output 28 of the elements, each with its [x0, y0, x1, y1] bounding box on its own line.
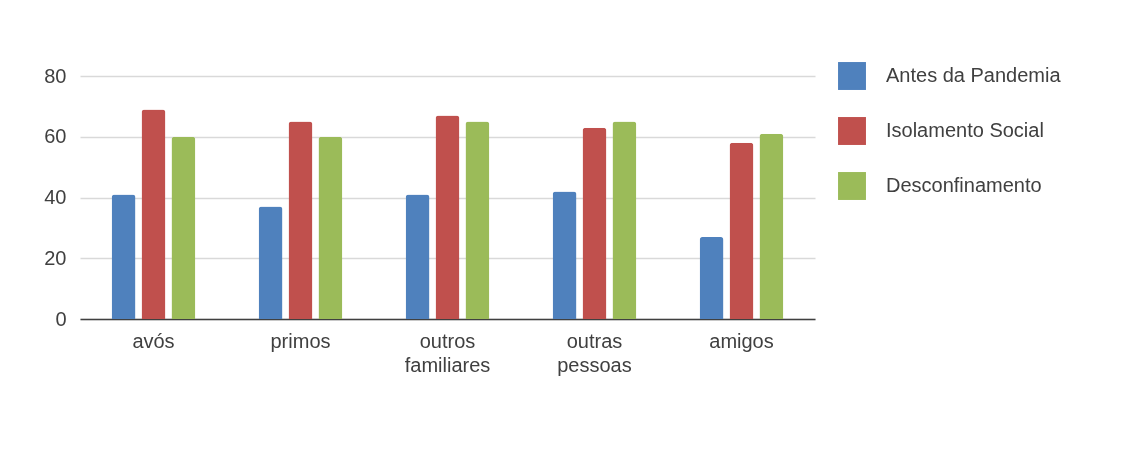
y-tick-label: 80: [44, 64, 67, 87]
bar: [729, 142, 754, 319]
y-tick-label: 0: [55, 307, 67, 330]
y-tick-label: 40: [44, 186, 67, 208]
bar: [465, 121, 490, 319]
x-tick-label: avós: [132, 329, 175, 352]
bar: [171, 136, 196, 319]
bar: [759, 133, 784, 319]
bar: [612, 121, 637, 319]
bar: [582, 127, 607, 319]
bar: [288, 121, 313, 319]
x-tick-label: outros familiares: [404, 329, 491, 376]
bar: [405, 194, 430, 319]
x-tick-label: outras pessoas: [557, 329, 632, 376]
legend-label: Isolamento Social: [886, 119, 1044, 141]
y-tick-label: 60: [44, 125, 67, 148]
bar: [699, 236, 724, 319]
x-tick-label: primos: [270, 329, 331, 352]
legend-label: Desconfinamento: [886, 174, 1042, 196]
bar: [435, 115, 460, 319]
bar: [111, 194, 136, 319]
bar: [258, 206, 283, 319]
bar: [318, 136, 343, 319]
x-tick-label: amigos: [709, 329, 774, 352]
y-tick-label: 20: [44, 246, 67, 269]
legend-label: Antes da Pandemia: [886, 64, 1062, 86]
bar: [141, 109, 166, 319]
bar: [552, 191, 577, 319]
